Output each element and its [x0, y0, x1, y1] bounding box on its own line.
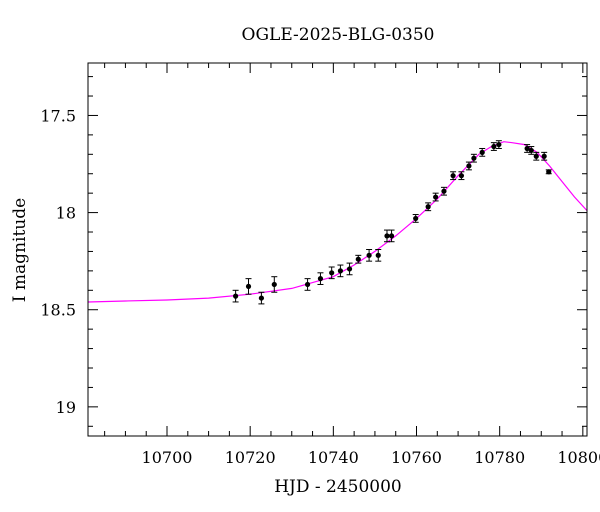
data-point	[366, 249, 373, 262]
data-point-marker	[491, 143, 497, 150]
data-point-marker	[346, 266, 353, 272]
data-point-marker	[450, 173, 456, 179]
data-point-marker	[528, 147, 534, 154]
data-point	[450, 171, 457, 181]
data-point-marker	[384, 233, 390, 239]
data-point-marker	[304, 281, 311, 288]
data-point-marker	[375, 252, 381, 258]
x-tick-label: 10800	[557, 448, 600, 467]
data-point-marker	[413, 215, 419, 222]
y-tick-labels: 17.5 18 18.5 19	[40, 106, 76, 416]
y-tick-label: 19	[56, 398, 76, 417]
data-point	[388, 229, 395, 243]
y-tick-label: 18	[56, 204, 76, 223]
chart-title: OGLE-2025-BLG-0350	[242, 25, 435, 45]
data-point-marker	[533, 153, 539, 159]
data-point-marker	[388, 233, 395, 239]
data-point-marker	[337, 268, 344, 274]
data-point-marker	[541, 153, 547, 159]
data-point	[425, 202, 432, 212]
data-point-marker	[425, 204, 431, 210]
data-point	[524, 144, 531, 153]
data-point	[465, 161, 472, 171]
data-point	[337, 264, 344, 278]
plot-frame	[87, 62, 588, 437]
data-points	[232, 140, 552, 305]
data-point	[490, 142, 497, 151]
y-tick-label: 18.5	[40, 301, 76, 320]
data-point	[479, 147, 486, 157]
data-point	[304, 278, 311, 291]
data-point-marker	[471, 155, 477, 161]
x-tick-label: 10760	[391, 448, 442, 467]
data-point-marker	[466, 163, 472, 169]
data-point	[375, 249, 382, 262]
data-point-marker	[258, 295, 265, 301]
data-point	[271, 276, 278, 293]
data-point	[528, 146, 535, 155]
plot-area	[87, 140, 588, 305]
data-point-marker	[479, 149, 485, 155]
data-point-marker	[355, 256, 361, 262]
data-point-marker	[496, 141, 502, 148]
data-point-marker	[524, 145, 530, 152]
data-point-marker	[546, 169, 552, 175]
data-point	[245, 278, 252, 295]
data-point	[541, 151, 548, 161]
data-point	[355, 254, 362, 264]
data-point-marker	[366, 252, 372, 258]
data-point	[440, 186, 447, 196]
data-point	[470, 153, 477, 163]
data-point-marker	[317, 276, 324, 282]
x-tick-label: 10780	[474, 448, 525, 467]
data-point-marker	[233, 293, 239, 299]
x-tick-labels: 10700 10720 10740 10760 10780 10800	[142, 448, 600, 467]
data-point	[258, 291, 265, 305]
data-point	[545, 169, 552, 175]
y-tick-label: 17.5	[40, 106, 76, 125]
data-point	[412, 214, 419, 223]
x-tick-label: 10720	[225, 448, 276, 467]
data-point	[328, 266, 335, 280]
model-curve	[87, 141, 588, 303]
data-point-marker	[329, 270, 335, 276]
data-point-marker	[441, 188, 447, 194]
data-point	[232, 289, 239, 303]
x-tick-label: 10700	[142, 448, 193, 467]
data-point-marker	[458, 173, 465, 179]
data-point	[458, 171, 465, 181]
data-point	[346, 262, 353, 276]
data-point-marker	[245, 283, 252, 290]
data-point	[533, 151, 540, 161]
data-point-marker	[271, 281, 277, 288]
x-axis-label: HJD - 2450000	[274, 477, 402, 497]
data-point	[495, 140, 502, 149]
data-point	[317, 272, 324, 285]
y-axis-label: I magnitude	[10, 198, 30, 302]
axis-ticks	[88, 63, 587, 436]
x-tick-label: 10740	[308, 448, 359, 467]
data-point	[432, 192, 439, 202]
data-point-marker	[433, 194, 439, 200]
